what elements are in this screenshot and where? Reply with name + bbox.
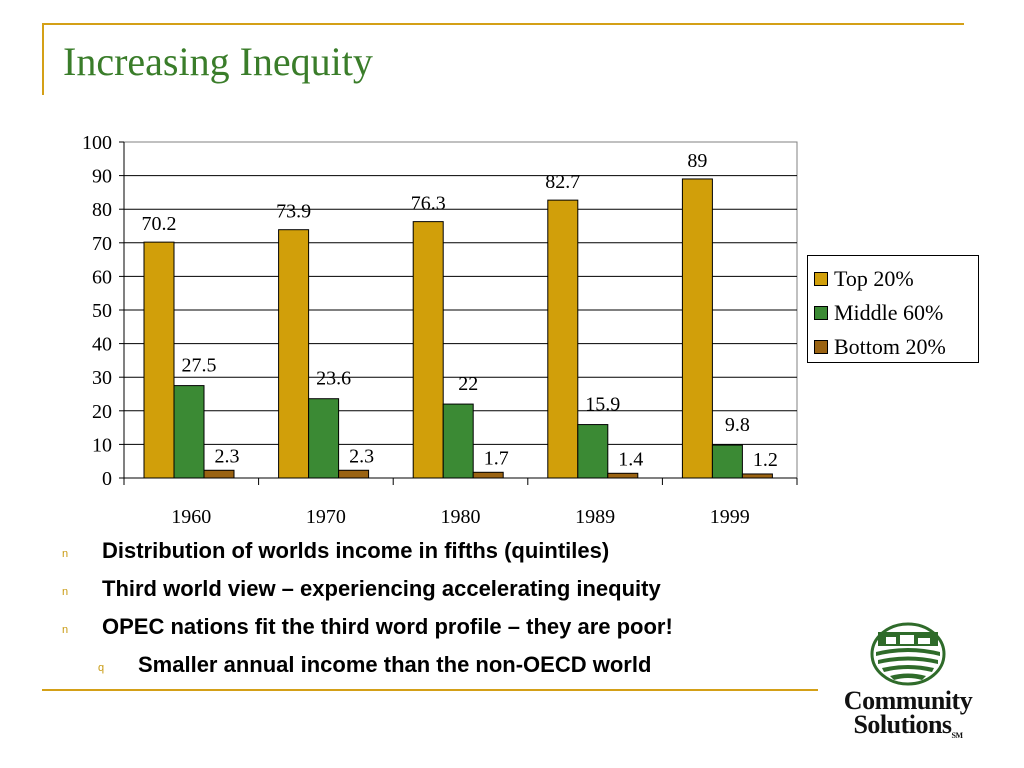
legend-swatch-top (814, 272, 828, 286)
bar (442, 403, 474, 479)
y-tick-label: 20 (92, 401, 112, 423)
bar (741, 473, 773, 479)
bar (607, 472, 639, 479)
bar (338, 469, 370, 479)
data-label: 1.7 (484, 447, 509, 469)
side-accent-rule (42, 23, 44, 95)
data-label: 70.2 (142, 213, 177, 235)
bar (577, 424, 609, 479)
sub-bullet-text: Smaller annual income than the non-OECD … (138, 652, 652, 677)
bottom-accent-rule (42, 689, 818, 691)
bullet-marker-icon: n (62, 624, 69, 636)
bar-chart: 0 10 20 30 40 50 60 70 80 90 100 1960 70.2 27.5 2.3 197… (82, 132, 798, 528)
bar (711, 444, 743, 479)
data-label: 15.9 (585, 394, 620, 416)
legend-item-top: Top 20% (814, 262, 978, 296)
sub-bullet-marker-icon: q (98, 662, 105, 674)
legend-label-bottom: Bottom 20% (834, 334, 946, 359)
bar (173, 385, 205, 479)
bullet-item: n OPEC nations fit the third word profil… (62, 614, 673, 640)
bullet-item: n Third world view – experiencing accele… (62, 576, 661, 602)
y-tick-label: 100 (82, 132, 112, 154)
data-label: 9.8 (725, 414, 750, 436)
data-label: 2.3 (349, 445, 374, 467)
bar (278, 229, 310, 479)
y-tick-label: 10 (92, 434, 112, 456)
bullet-marker-icon: n (62, 548, 69, 560)
bar (412, 221, 444, 479)
logo-service-mark: SM (951, 731, 964, 740)
data-label: 1.4 (618, 448, 643, 470)
data-label: 73.9 (276, 201, 311, 223)
data-label: 1.2 (753, 449, 778, 471)
legend-item-middle: Middle 60% (814, 296, 978, 330)
y-tick-label: 80 (92, 199, 112, 221)
data-label: 76.3 (411, 193, 446, 215)
sub-bullet-item: q Smaller annual income than the non-OEC… (98, 652, 651, 678)
x-tick-label: 1989 (575, 506, 615, 528)
x-tick-label: 1980 (441, 506, 481, 528)
y-tick-label: 90 (92, 166, 112, 188)
slide-title: Increasing Inequity (63, 39, 373, 84)
bullet-text: Third world view – experiencing accelera… (102, 576, 661, 601)
y-tick-label: 70 (92, 233, 112, 255)
logo-wordmark-line1: Community (843, 686, 973, 715)
y-tick-label: 50 (92, 300, 112, 322)
legend-label-top: Top 20% (834, 266, 914, 291)
data-label: 23.6 (316, 368, 351, 390)
data-label: 82.7 (545, 171, 580, 193)
legend-swatch-bottom (814, 340, 828, 354)
x-tick-label: 1960 (171, 506, 211, 528)
bar (143, 241, 175, 479)
data-label: 22 (458, 373, 478, 395)
logo-wordmark-line2-text: Solutions (853, 710, 952, 739)
bar (681, 178, 713, 479)
bar (203, 469, 235, 479)
community-solutions-logo: Community SolutionsSM (838, 622, 978, 740)
y-tick-label: 30 (92, 367, 112, 389)
chart-legend: Top 20% Middle 60% Bottom 20% (807, 255, 979, 363)
x-tick-label: 1999 (710, 506, 750, 528)
bar (308, 398, 340, 479)
bar (472, 471, 504, 479)
y-tick-label: 0 (102, 468, 112, 490)
farm-field-emblem-icon (870, 622, 946, 686)
y-tick-label: 60 (92, 266, 112, 288)
x-tick-label: 1970 (306, 506, 346, 528)
data-label: 27.5 (182, 355, 217, 377)
data-label: 89 (687, 150, 707, 172)
logo-wordmark-line2: SolutionsSM (838, 710, 978, 740)
bullet-item: n Distribution of worlds income in fifth… (62, 538, 609, 564)
bullet-marker-icon: n (62, 586, 69, 598)
legend-swatch-middle (814, 306, 828, 320)
top-accent-rule (42, 23, 964, 25)
bullet-text: OPEC nations fit the third word profile … (102, 614, 673, 639)
legend-label-middle: Middle 60% (834, 300, 944, 325)
y-tick-label: 40 (92, 334, 112, 356)
bar (547, 199, 579, 479)
legend-item-bottom: Bottom 20% (814, 330, 978, 364)
bullet-text: Distribution of worlds income in fifths … (102, 538, 610, 563)
data-label: 2.3 (215, 445, 240, 467)
